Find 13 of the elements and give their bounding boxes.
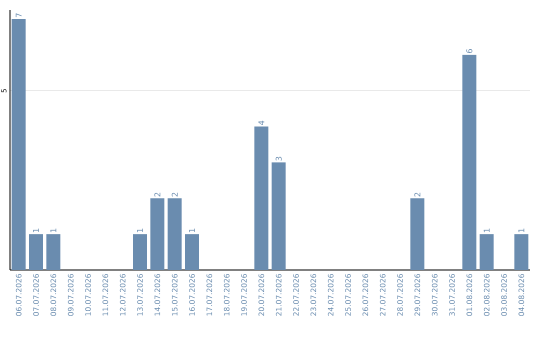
bar [480,234,494,270]
bar [133,234,147,270]
bar [46,234,60,270]
bar [29,234,43,270]
bar [185,234,199,270]
bar [254,126,268,270]
bar [272,162,286,270]
bar [410,198,424,270]
bar [150,198,164,270]
bar [168,198,182,270]
bar [514,234,528,270]
bar [12,18,26,270]
bar [462,54,476,270]
